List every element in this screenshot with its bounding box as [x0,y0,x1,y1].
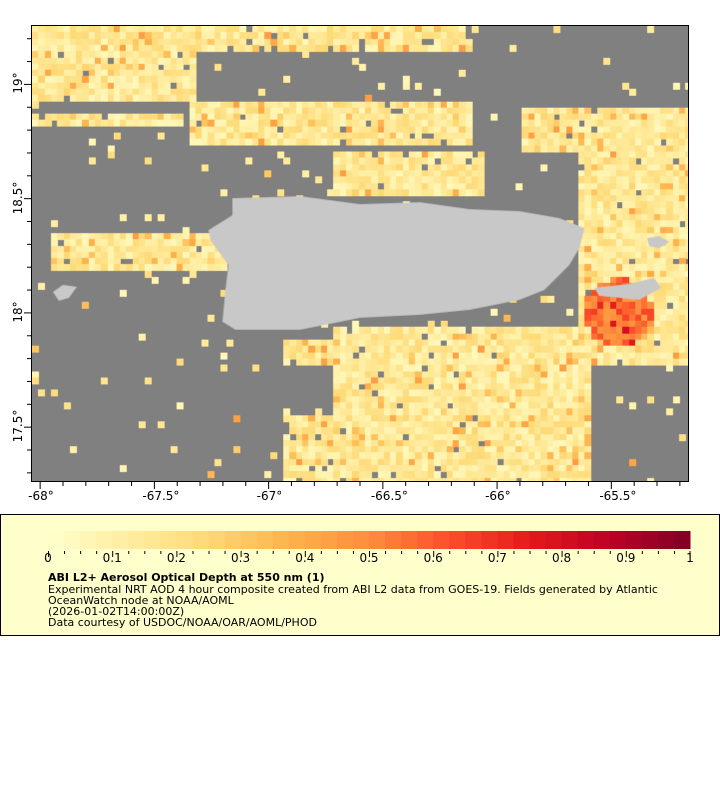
colorbar-swatch [112,531,129,549]
colorbar-swatch [352,531,370,549]
colorbar-swatch [481,531,498,549]
legend-credit: Data courtesy of USDOC/NOAA/OAR/AOML/PHO… [48,616,317,629]
colorbar-tick-label: 0.7 [487,551,507,565]
colorbar-tick-label: 0.5 [359,551,379,565]
colorbar-swatch [545,531,563,549]
aod-map [31,25,689,482]
y-tick-label: 17.5° [11,409,25,443]
colorbar-swatch [449,531,466,549]
colorbar-swatch [144,531,161,549]
colorbar-swatch [529,531,547,549]
x-tick-label: -65.5° [599,489,637,503]
colorbar-swatch [657,531,675,549]
y-tick-label: 19° [11,72,25,95]
colorbar-tick-label: 0 [44,551,52,565]
colorbar-tick-label: 1 [686,551,694,565]
legend-description-1: Experimental NRT AOD 4 hour composite cr… [48,583,658,596]
x-tick-label: -67° [256,489,283,503]
colorbar-swatch [256,531,274,549]
colorbar-tick-label: 0.8 [552,551,572,565]
x-tick-label: -67.5° [142,489,180,503]
legend-panel: 0 0.1 0.2 0.3 0.4 0.5 0.6 0.7 0.8 0.9 1 ABI L2+ Ae… [0,514,720,636]
legend-title: ABI L2+ Aerosol Optical Depth at 550 nm … [48,571,325,584]
colorbar-swatch [673,531,691,549]
colorbar-tick-label: 0.2 [166,551,186,565]
x-tick-label: -66.5° [370,489,408,503]
colorbar-swatch [224,531,242,549]
colorbar-swatch [369,531,386,549]
colorbar-swatch [385,531,402,549]
colorbar-swatch [497,531,514,549]
colorbar-tick-label: 0.4 [295,551,315,565]
colorbar-swatch [48,531,65,549]
colorbar-tick-label: 0.1 [102,551,122,565]
colorbar-swatch [288,531,306,549]
colorbar-swatch [96,531,113,549]
colorbar-swatch [609,531,627,549]
x-tick-label: -68° [28,489,54,503]
legend-description-2: OceanWatch node at NOAA/AOML [48,594,234,607]
colorbar-swatch [176,531,193,549]
colorbar [48,531,691,557]
colorbar-swatch [513,531,530,549]
colorbar-swatch [304,531,322,549]
colorbar-swatch [401,531,418,549]
colorbar-swatch [240,531,258,549]
colorbar-swatch [417,531,434,549]
colorbar-tick-label: 0.3 [231,551,251,565]
colorbar-swatch [128,531,145,549]
colorbar-swatch [64,531,81,549]
colorbar-swatch [465,531,482,549]
colorbar-swatch [320,531,338,549]
colorbar-swatch [80,531,97,549]
colorbar-swatch [192,531,209,549]
colorbar-swatch [160,531,177,549]
map-axes [24,38,681,489]
colorbar-swatch [593,531,611,549]
colorbar-swatch [625,531,643,549]
y-tick-label: 18.5° [11,181,25,215]
colorbar-swatch [272,531,290,549]
colorbar-swatch [336,531,354,549]
colorbar-swatch [433,531,450,549]
colorbar-swatch [641,531,659,549]
colorbar-swatch [561,531,579,549]
y-tick-label: 18° [11,301,25,323]
colorbar-tick-label: 0.9 [616,551,636,565]
colorbar-swatch [577,531,595,549]
legend-time: (2026-01-02T14:00:00Z) [48,605,185,618]
colorbar-swatch [208,531,226,549]
colorbar-tick-label: 0.6 [423,551,443,565]
x-tick-label: -66° [485,489,511,503]
